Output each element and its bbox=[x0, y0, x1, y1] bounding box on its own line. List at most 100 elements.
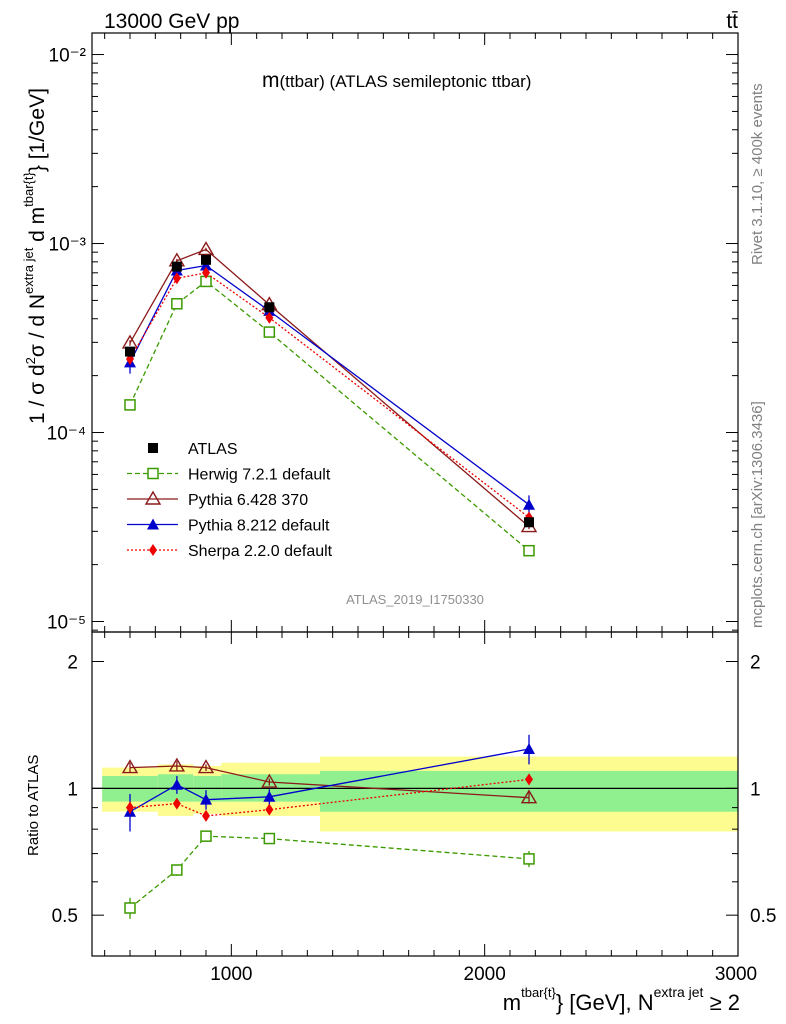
main-y-tick-label: 10⁻⁵ bbox=[47, 613, 86, 634]
xlabel-part-5: ≥ 2 bbox=[703, 990, 740, 1015]
main-series-4-line bbox=[129, 272, 530, 519]
ratio-series-3-point-1 bbox=[172, 797, 181, 810]
main-series-0-point-3 bbox=[264, 302, 275, 313]
rivet-label: Rivet 3.1.10, ≥ 400k events bbox=[749, 83, 766, 265]
main-series-1-point-3 bbox=[263, 326, 276, 338]
header-right-label: tt̄ bbox=[726, 10, 738, 33]
main-series-1-point-4 bbox=[523, 544, 535, 557]
ratio-series-1-point-4 bbox=[520, 789, 538, 804]
legend-marker-3 bbox=[147, 518, 159, 530]
main-y-axis-label: 1 / σ d2σ / d Nextra jet d mtbar{t}} [1/… bbox=[21, 88, 49, 424]
main-y-tick-label: 10⁻² bbox=[49, 46, 87, 67]
legend-label-0: ATLAS bbox=[188, 441, 238, 458]
ratio-axis-ticks: 0.5 0.5 1 1 2 2 1000 2000 3000 bbox=[52, 632, 776, 985]
plot-title: m(ttbar) (ATLAS semileptonic ttbar) bbox=[262, 69, 531, 92]
main-panel: 10⁻⁵ 10⁻⁴ 10⁻³ 10⁻² m(ttbar) (ATLAS semilep… bbox=[21, 32, 739, 634]
main-series-2-point-2 bbox=[197, 241, 215, 256]
plot-title-rest: (ttbar) (ATLAS semileptonic ttbar) bbox=[280, 72, 532, 91]
ylabel-part-7: } [1/GeV] bbox=[26, 88, 49, 172]
ylabel-part-3: σ / d N bbox=[26, 294, 49, 357]
ratio-y-tick-label-left: 2 bbox=[67, 653, 78, 674]
main-series-4-point-2 bbox=[202, 266, 210, 279]
ratio-series-1-point-0 bbox=[121, 759, 139, 774]
legend-marker-2 bbox=[144, 490, 162, 505]
ratio-x-tick-label: 2000 bbox=[464, 964, 506, 985]
ratio-series-3 bbox=[126, 773, 533, 822]
legend-marker-4 bbox=[149, 544, 157, 556]
ratio-bands bbox=[102, 756, 738, 832]
xlabel-part-2: tbar{t} bbox=[521, 985, 556, 1000]
main-series-0-point-2 bbox=[201, 254, 211, 265]
ratio-series-2-point-3 bbox=[263, 790, 276, 802]
ratio-x-axis-label: mtbar{t}} [GeV], Nextra jet ≥ 2 bbox=[503, 984, 740, 1015]
legend: ATLAS Herwig 7.2.1 default Pythia 6.428 37… bbox=[127, 441, 333, 560]
ratio-series-0-point-1 bbox=[171, 864, 183, 876]
main-series-3-point-4 bbox=[523, 498, 535, 510]
ratio-y-tick-label-left: 1 bbox=[67, 779, 78, 800]
main-series-1 bbox=[124, 275, 535, 557]
ratio-y-tick-label-right: 1 bbox=[750, 779, 761, 800]
legend-label-4: Sherpa 2.2.0 default bbox=[188, 543, 333, 560]
ratio-series-0-point-2 bbox=[200, 830, 212, 842]
ratio-series-2-point-1 bbox=[170, 778, 183, 790]
ratio-y-tick-label-left: 0.5 bbox=[52, 906, 78, 927]
legend-marker-1 bbox=[147, 467, 159, 480]
ratio-plot-area bbox=[92, 734, 738, 919]
ratio-series-1-point-3 bbox=[261, 773, 278, 788]
ratio-x-tick-label: 1000 bbox=[210, 964, 252, 985]
ratio-series-2-point-2 bbox=[200, 793, 212, 805]
ratio-series-2-point-4 bbox=[523, 742, 535, 754]
legend-label-3: Pythia 8.212 default bbox=[188, 518, 330, 535]
ylabel-part-4: extra jet bbox=[21, 247, 36, 294]
xlabel-part-4: extra jet bbox=[654, 984, 704, 1000]
main-series-4-point-1 bbox=[172, 272, 181, 285]
mcplots-label: mcplots.cern.ch [arXiv:1306.3436] bbox=[749, 401, 766, 628]
ratio-series-3-point-2 bbox=[202, 809, 210, 822]
xlabel-part-1: m bbox=[503, 990, 521, 1015]
ratio-series-0-point-3 bbox=[263, 832, 276, 845]
main-y-tick-label: 10⁻⁴ bbox=[47, 424, 86, 445]
main-series-1-point-0 bbox=[124, 399, 136, 411]
main-series-0-point-0 bbox=[125, 346, 135, 357]
legend-entry-3: Pythia 8.212 default bbox=[127, 518, 330, 535]
main-series-0-point-1 bbox=[171, 261, 182, 272]
ratio-frame bbox=[91, 631, 739, 957]
ylabel-part-2: 2 bbox=[23, 357, 38, 364]
legend-label-1: Herwig 7.2.1 default bbox=[188, 467, 331, 484]
ratio-y-tick-label-right: 2 bbox=[750, 653, 761, 674]
header-left-label: 13000 GeV pp bbox=[104, 10, 239, 33]
legend-marker-0 bbox=[148, 443, 158, 453]
plot-title-m: m bbox=[262, 69, 280, 92]
main-series-0 bbox=[125, 254, 534, 528]
ylabel-part-5: d m bbox=[26, 207, 49, 248]
ratio-series-0 bbox=[124, 830, 535, 919]
ratio-series-0-point-0 bbox=[124, 902, 136, 914]
legend-label-2: Pythia 6.428 370 bbox=[188, 492, 308, 509]
legend-entry-0: ATLAS bbox=[148, 441, 238, 458]
main-y-tick-label: 10⁻³ bbox=[49, 235, 87, 256]
ratio-series-1-point-1 bbox=[168, 757, 186, 772]
ratio-series-3-point-3 bbox=[265, 803, 274, 816]
ylabel-part-1: 1 / σ d bbox=[26, 364, 49, 424]
main-series-4-point-3 bbox=[265, 311, 274, 324]
legend-entry-1: Herwig 7.2.1 default bbox=[127, 467, 331, 484]
main-axis-ticks: 10⁻⁵ 10⁻⁴ 10⁻³ 10⁻² bbox=[47, 33, 739, 634]
ratio-series-1 bbox=[121, 757, 538, 804]
ratio-series-0-point-4 bbox=[523, 853, 535, 865]
ratio-panel: 0.5 0.5 1 1 2 2 1000 2000 3000 Ratio to ATLAS mt… bbox=[25, 631, 776, 1015]
main-series-3-point-2 bbox=[200, 259, 212, 271]
legend-entry-2: Pythia 6.428 370 bbox=[127, 490, 308, 509]
main-plot-area bbox=[121, 241, 538, 557]
ylabel-part-6: tbar{t} bbox=[21, 171, 36, 206]
main-series-1-point-1 bbox=[171, 298, 183, 310]
ratio-y-tick-label-right: 0.5 bbox=[750, 906, 776, 927]
legend-entry-4: Sherpa 2.2.0 default bbox=[127, 543, 333, 560]
watermark: ATLAS_2019_I1750330 bbox=[346, 592, 484, 607]
ratio-x-tick-label: 3000 bbox=[715, 964, 757, 985]
ratio-series-1-point-2 bbox=[197, 759, 215, 774]
ratio-series-3-point-4 bbox=[525, 773, 533, 786]
ratio-series-3-line bbox=[129, 778, 530, 817]
ratio-y-axis-label: Ratio to ATLAS bbox=[25, 755, 42, 856]
